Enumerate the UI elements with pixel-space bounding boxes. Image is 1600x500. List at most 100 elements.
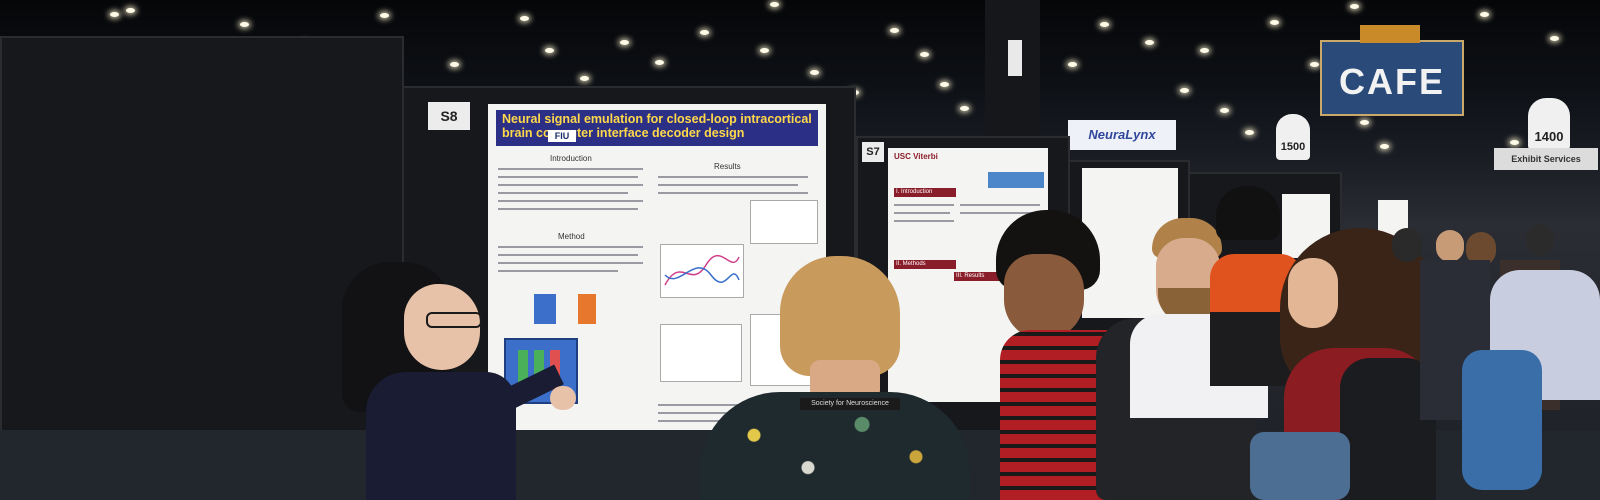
poster-text-line xyxy=(498,254,638,256)
cafe-sign: CAFE xyxy=(1320,40,1464,116)
poster-text-line xyxy=(498,208,638,210)
ceiling-light xyxy=(1510,140,1519,145)
crowd-background xyxy=(1380,220,1600,500)
presenter-woman xyxy=(340,262,580,500)
ceiling-light xyxy=(110,12,119,17)
poster-text-line xyxy=(894,212,950,214)
board-number-s7: S7 xyxy=(862,142,884,162)
man-floral-shirt: Society for Neuroscience xyxy=(700,256,990,500)
cafe-text: CAFE xyxy=(1339,61,1445,102)
ceiling-light xyxy=(1310,62,1319,67)
exhibit-services-sign: Exhibit Services xyxy=(1494,148,1598,170)
ceiling-light xyxy=(760,48,769,53)
diagram-block xyxy=(534,350,544,390)
ceiling-light xyxy=(520,16,529,21)
ceiling-light xyxy=(1220,108,1229,113)
neuralynx-text: NeuraLynx xyxy=(1088,127,1156,142)
neuralynx-banner: NeuraLynx xyxy=(1068,120,1176,150)
aisle-number-1400: 1400 xyxy=(1534,129,1564,144)
glasses-icon xyxy=(426,312,482,328)
poster-s8-results-heading: Results xyxy=(714,162,741,171)
face xyxy=(1288,258,1338,328)
person-head xyxy=(1436,230,1464,262)
face xyxy=(1004,254,1084,340)
no-smoking-sign xyxy=(1008,40,1022,76)
body xyxy=(366,372,516,500)
cafe-sign-topper xyxy=(1360,25,1420,43)
aisle-sign-1500: 1500 xyxy=(1276,114,1310,160)
poster-text-line xyxy=(960,212,1036,214)
ceiling-light xyxy=(940,82,949,87)
ceiling-light xyxy=(380,13,389,18)
poster-text-line xyxy=(658,192,808,194)
poster-s8-intro-heading: Introduction xyxy=(550,154,592,163)
ceiling-light xyxy=(240,22,249,27)
ceiling-light xyxy=(1550,36,1559,41)
poster-s8-plot-2 xyxy=(750,200,818,244)
poster-s8-title: Neural signal emulation for closed-loop … xyxy=(496,110,818,146)
ceiling-light xyxy=(1360,120,1369,125)
person-blue-jacket xyxy=(1462,350,1542,490)
plot-curves xyxy=(664,254,740,286)
board-number-s8-text: S8 xyxy=(440,108,458,124)
poster-s7-logo: USC Viterbi xyxy=(894,152,938,161)
ceiling-light xyxy=(1145,40,1154,45)
ceiling-light xyxy=(1100,22,1109,27)
diagram-block xyxy=(578,294,596,324)
hair xyxy=(780,256,900,376)
ceiling-light xyxy=(1350,4,1359,9)
diagram-block xyxy=(518,350,528,390)
ceiling-light xyxy=(1068,62,1077,67)
ceiling-light xyxy=(126,8,135,13)
poster-text-line xyxy=(498,262,643,264)
ceiling-light xyxy=(1480,12,1489,17)
poster-s7-intro-heading: I. Introduction xyxy=(894,188,956,197)
ceiling-light xyxy=(620,40,629,45)
ceiling-light xyxy=(770,2,779,7)
floral-shirt xyxy=(700,392,970,500)
board-number-s8: S8 xyxy=(428,102,470,130)
poster-text-line xyxy=(498,270,618,272)
poster-text-line xyxy=(658,404,808,406)
poster-s7-results-text: III. Results xyxy=(956,273,985,279)
ceiling-light xyxy=(1270,20,1279,25)
board-number-s7-text: S7 xyxy=(866,146,880,158)
ceiling-light xyxy=(655,60,664,65)
blue-bag xyxy=(1250,432,1350,500)
lanyard-text: Society for Neuroscience xyxy=(811,400,889,407)
ceiling-light xyxy=(450,62,459,67)
poster-s8-method-heading: Method xyxy=(558,232,585,241)
poster-s7-intro-text: I. Introduction xyxy=(896,189,933,195)
poster-s8-plot xyxy=(660,244,744,298)
ceiling-light xyxy=(1180,88,1189,93)
poster-text-line xyxy=(894,204,954,206)
ceiling-light xyxy=(1245,130,1254,135)
poster-s7-header-bar xyxy=(988,172,1044,188)
poster-text-line xyxy=(498,176,638,178)
poster-s8-fiu-text: FIU xyxy=(554,131,570,141)
lanyard: Society for Neuroscience xyxy=(800,398,900,410)
poster-s7-methods-text: II. Methods xyxy=(896,261,926,267)
poster-s7-logo-text: USC Viterbi xyxy=(894,152,938,161)
ceiling-light xyxy=(700,30,709,35)
poster-s7-methods-heading: II. Methods xyxy=(894,260,956,269)
ceiling-light xyxy=(1380,144,1389,149)
hair xyxy=(1216,186,1280,240)
poster-text-line xyxy=(658,184,798,186)
diagram-block xyxy=(534,294,556,324)
ceiling-light xyxy=(920,52,929,57)
poster-text-line xyxy=(498,168,643,170)
hand xyxy=(550,386,576,410)
poster-text-line xyxy=(894,220,954,222)
poster-text-line xyxy=(498,200,643,202)
aisle-sign-1400: 1400 xyxy=(1528,98,1570,150)
ceiling-light xyxy=(890,28,899,33)
person-head xyxy=(1392,228,1422,262)
exhibit-services-text: Exhibit Services xyxy=(1511,154,1581,164)
ceiling-light xyxy=(545,48,554,53)
ceiling-light xyxy=(1200,48,1209,53)
ceiling-light xyxy=(810,70,819,75)
poster-text-line xyxy=(498,192,628,194)
poster-text-line xyxy=(498,246,643,248)
